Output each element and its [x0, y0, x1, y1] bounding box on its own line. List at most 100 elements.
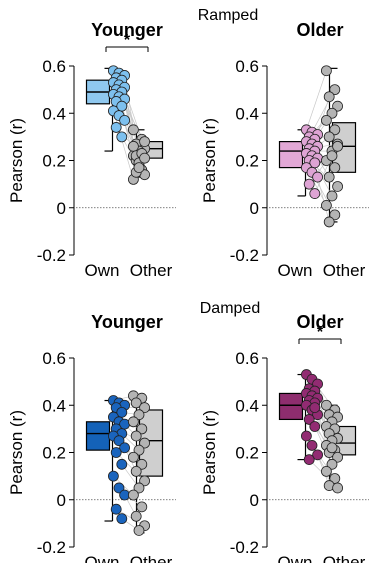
other-point: [323, 216, 335, 228]
box-own: [278, 392, 304, 421]
other-point: [130, 510, 142, 522]
other-point: [320, 199, 332, 211]
other-point: [329, 162, 341, 173]
paired-line: [317, 96, 330, 135]
other-point: [329, 209, 341, 221]
panel-damped-older: Older Pearson (r) -0.2 0 0.2 0.4 0.6 * Own Other: [200, 312, 369, 563]
panel-ramped-younger: Younger Pearson (r) -0.2 0 0.2 0.4 0.6 * Own Othe…: [7, 20, 176, 280]
y-tick-label: 0: [57, 199, 66, 218]
box-own: [278, 141, 304, 169]
y-tick-label: 0.2: [235, 152, 259, 171]
other-point: [139, 437, 151, 449]
panel-ramped-older: Older Pearson (r) -0.2 0 0.2 0.4 0.6 Own Other: [200, 20, 369, 280]
significance-marker: *: [124, 32, 131, 49]
y-tick-label: 0.6: [235, 57, 259, 76]
y-tick-label: 0.6: [42, 57, 66, 76]
other-point: [329, 124, 341, 136]
other-point: [323, 171, 335, 183]
own-point: [110, 447, 122, 458]
own-point: [116, 513, 128, 525]
other-point: [326, 150, 338, 162]
own-point: [119, 114, 130, 126]
other-point: [133, 162, 145, 173]
other-point: [127, 140, 139, 152]
own-point: [108, 470, 119, 482]
category-label-own: Own: [85, 261, 120, 280]
own-point: [309, 421, 321, 432]
y-tick-label: -0.2: [230, 538, 259, 557]
y-tick-label: 0.4: [42, 396, 66, 415]
other-point: [130, 465, 142, 477]
section-title-ramped: Ramped: [198, 7, 258, 24]
paired-line: [317, 176, 330, 223]
y-tick-label: 0.4: [235, 104, 259, 123]
other-point: [136, 501, 148, 513]
other-point: [136, 423, 148, 435]
other-point: [332, 140, 344, 152]
panel-title: Younger: [91, 20, 163, 40]
y-tick-label: 0: [57, 491, 66, 510]
own-point: [300, 430, 312, 442]
y-axis-label: Pearson (r): [200, 410, 219, 495]
y-tick-label: 0.2: [235, 444, 259, 463]
other-point: [329, 84, 341, 96]
other-point: [320, 465, 332, 477]
other-point: [139, 402, 151, 414]
own-point: [312, 449, 324, 461]
y-tick-label: 0.2: [42, 444, 66, 463]
own-point: [110, 503, 122, 515]
y-tick-label: 0.4: [235, 396, 259, 415]
panel-title: Older: [296, 312, 343, 332]
y-axis-label: Pearson (r): [7, 118, 26, 203]
own-point: [309, 402, 321, 414]
other-point: [136, 458, 148, 470]
y-tick-label: 0.2: [42, 152, 66, 171]
category-label-other: Other: [130, 553, 173, 563]
other-point: [332, 451, 344, 463]
y-axis-label: Pearson (r): [200, 118, 219, 203]
section-title-damped: Damped: [200, 300, 260, 317]
other-point: [130, 397, 142, 409]
own-point: [309, 188, 321, 199]
y-tick-label: 0: [250, 199, 259, 218]
own-point: [116, 131, 128, 143]
box-own: [85, 421, 111, 451]
y-tick-label: -0.2: [37, 538, 66, 557]
other-point: [326, 458, 338, 470]
category-label-other: Other: [130, 261, 173, 280]
y-tick-label: 0.6: [235, 349, 259, 368]
paired-line: [306, 70, 327, 130]
other-point: [127, 489, 139, 501]
category-label-own: Own: [85, 553, 120, 563]
y-tick-label: 0: [250, 491, 259, 510]
own-point: [116, 458, 128, 470]
category-label-own: Own: [278, 553, 313, 563]
panel-title: Younger: [91, 312, 163, 332]
other-point: [127, 124, 139, 136]
own-point: [303, 178, 315, 190]
own-point: [110, 122, 122, 133]
other-point: [127, 416, 139, 428]
paired-line: [314, 162, 333, 197]
other-point: [133, 409, 145, 421]
category-label-own: Own: [278, 261, 313, 280]
own-point: [306, 440, 318, 451]
panel-title: Older: [296, 20, 343, 40]
other-point: [130, 430, 142, 442]
other-point: [139, 152, 151, 164]
category-label-other: Other: [323, 261, 366, 280]
own-point: [119, 442, 130, 454]
significance-marker: *: [317, 324, 324, 341]
other-point: [323, 91, 335, 103]
other-point: [320, 114, 332, 126]
other-point: [332, 181, 344, 192]
other-point: [326, 190, 338, 202]
y-tick-label: -0.2: [230, 246, 259, 265]
other-point: [323, 131, 335, 143]
other-point: [326, 442, 338, 454]
paired-line: [115, 452, 145, 482]
y-tick-label: 0.4: [42, 104, 66, 123]
y-tick-label: 0.6: [42, 349, 66, 368]
other-point: [139, 475, 151, 487]
